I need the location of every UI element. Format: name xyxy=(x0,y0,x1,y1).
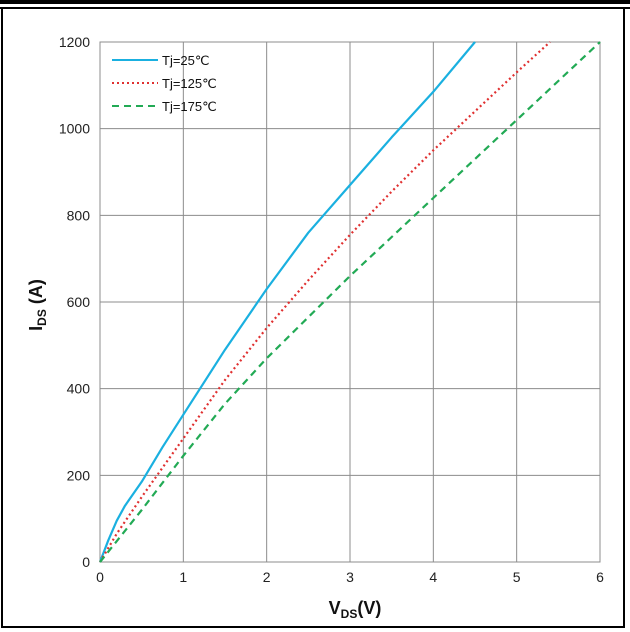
y-tick-label: 1200 xyxy=(59,34,90,50)
x-axis-title: VDS(V) xyxy=(329,598,382,621)
x-tick-label: 1 xyxy=(179,569,187,585)
grid xyxy=(99,41,601,563)
x-tick-label: 0 xyxy=(96,569,104,585)
legend-label-3: Tj=175℃ xyxy=(162,99,217,114)
chart-frame xyxy=(1,9,625,628)
top-border-thick xyxy=(0,0,630,4)
x-tick-label: 5 xyxy=(513,569,521,585)
series-layer xyxy=(98,41,601,563)
x-tick-label: 4 xyxy=(429,569,437,585)
y-tick-label: 800 xyxy=(67,207,91,223)
series-line-3 xyxy=(99,41,601,563)
y-tick-label: 400 xyxy=(67,381,91,397)
series-line-2 xyxy=(99,41,551,563)
y-axis-title: IDS (A) xyxy=(26,279,49,331)
legend-label-2: Tj=125℃ xyxy=(162,76,217,91)
y-tick-label: 1000 xyxy=(59,121,90,137)
legend-label-1: Tj=25℃ xyxy=(162,53,209,68)
x-tick-label: 6 xyxy=(596,569,604,585)
y-tick-label: 0 xyxy=(82,554,90,570)
plot-area-border xyxy=(99,41,601,563)
top-border-thin xyxy=(0,7,630,9)
y-tick-label: 600 xyxy=(67,294,91,310)
x-tick-label: 3 xyxy=(346,569,354,585)
series-line-1 xyxy=(98,41,476,563)
tick-labels: 0 1 2 3 4 5 6 0 200 400 600 800 1000 1200 xyxy=(59,34,604,585)
legend: Tj=25℃ Tj=125℃ Tj=175℃ xyxy=(112,53,217,114)
x-tick-label: 2 xyxy=(263,569,271,585)
y-tick-label: 200 xyxy=(67,467,91,483)
